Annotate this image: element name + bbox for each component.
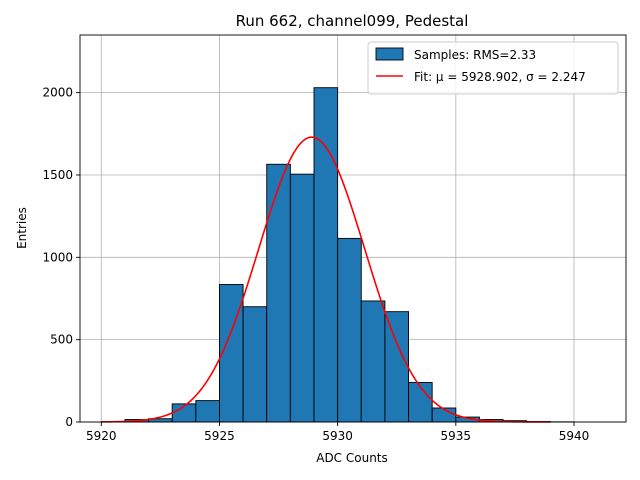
y-tick-label: 1500	[42, 168, 73, 182]
fit-curve	[101, 136, 551, 423]
axes-frame	[79, 34, 627, 423]
y-tick-label: 0	[65, 415, 73, 429]
histogram-bar	[384, 311, 409, 423]
y-tick-label: 2000	[42, 86, 73, 100]
x-axis-ticks: 5920 5925 5930 5935 5940	[86, 422, 589, 443]
histogram-bar	[242, 306, 268, 423]
histogram-bar	[313, 87, 339, 423]
histogram-bar	[337, 237, 362, 423]
x-tick-label: 5930	[322, 429, 353, 443]
y-tick-label: 1000	[42, 250, 73, 264]
y-axis-label: Entries	[15, 207, 29, 249]
legend-fit-label: Fit: μ = 5928.902, σ = 2.247	[414, 70, 586, 84]
legend-box	[367, 41, 619, 95]
x-tick-label: 5935	[441, 429, 472, 443]
histogram-bar	[289, 173, 315, 423]
y-tick-label: 500	[50, 333, 73, 347]
legend: Samples: RMS=2.33 Fit: μ = 5928.902, σ =…	[367, 41, 619, 95]
x-tick-label: 5920	[86, 429, 117, 443]
bars	[100, 87, 575, 423]
histogram-bar	[266, 163, 291, 423]
y-axis-ticks: 0 500 1000 1500 2000	[42, 86, 80, 429]
histogram-bar	[408, 382, 433, 423]
chart-title: Run 662, channel099, Pedestal	[236, 12, 469, 30]
x-tick-label: 5940	[559, 429, 590, 443]
x-tick-label: 5925	[204, 429, 235, 443]
histogram-bar	[360, 300, 386, 423]
x-axis-label: ADC Counts	[316, 451, 388, 465]
legend-samples-swatch	[375, 47, 404, 61]
histogram-bar	[195, 400, 220, 423]
legend-samples-label: Samples: RMS=2.33	[414, 48, 536, 62]
